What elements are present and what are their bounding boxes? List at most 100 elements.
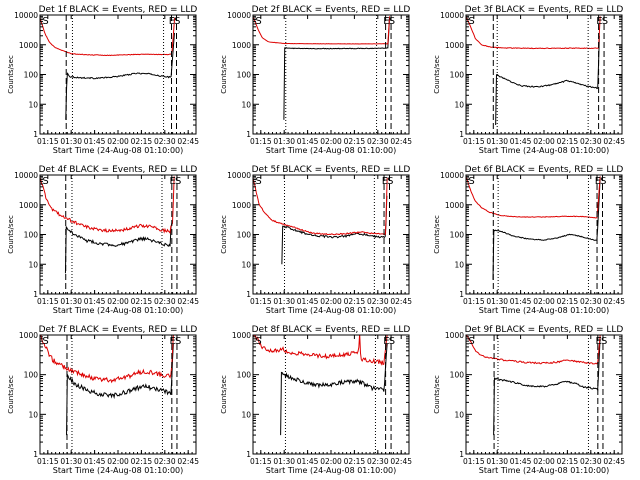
x-tick-label: 02:15 [344, 457, 366, 466]
y-tick-label: 1000 [19, 331, 38, 340]
y-axis-label: Counts/sec [433, 375, 441, 414]
x-tick-label: 01:30 [486, 297, 508, 306]
y-axis-label: Counts/sec [7, 215, 15, 254]
x-tick-label: 01:45 [297, 457, 319, 466]
y-tick-label: 1000 [19, 201, 38, 210]
series-line-events [280, 343, 388, 436]
x-axis-label: Start Time (24-Aug-08 01:10:00) [479, 466, 610, 475]
y-tick-label: 10 [454, 260, 464, 269]
x-tick-label: 02:45 [603, 297, 625, 306]
x-tick-label: 02:30 [367, 297, 389, 306]
x-tick-label: 01:45 [84, 297, 106, 306]
x-tick-label: 02:15 [344, 297, 366, 306]
event-marker-s: S [255, 176, 261, 187]
x-tick-label: 02:15 [344, 137, 366, 146]
y-tick-label: 10000 [227, 11, 251, 20]
event-marker-s: S [175, 176, 181, 187]
series-line-events [281, 195, 388, 265]
y-axis-label: Counts/sec [7, 375, 15, 414]
event-marker-s: S [389, 16, 395, 27]
y-tick-label: 1000 [445, 201, 464, 210]
x-axis-label: Start Time (24-Aug-08 01:10:00) [266, 306, 397, 315]
series-line-lld [253, 335, 388, 366]
panel-title: Det 4f BLACK = Events, RED = LLD [39, 165, 198, 175]
series-line-lld [466, 176, 601, 219]
event-marker-e: E [595, 336, 601, 347]
y-tick-label: 1 [459, 450, 464, 459]
y-tick-label: 100 [237, 231, 252, 240]
event-marker-s: S [468, 16, 474, 27]
x-tick-label: 02:45 [177, 137, 199, 146]
panel-title: Det 2f BLACK = Events, RED = LLD [252, 5, 411, 15]
panel-title: Det 1f BLACK = Events, RED = LLD [39, 5, 198, 15]
x-tick-label: 01:15 [37, 137, 59, 146]
event-marker-s: S [255, 336, 261, 347]
x-tick-label: 01:30 [273, 297, 295, 306]
x-tick-label: 01:15 [37, 457, 59, 466]
y-axis-label: Counts/sec [433, 215, 441, 254]
y-tick-label: 10000 [227, 171, 251, 180]
x-axis-label: Start Time (24-Aug-08 01:10:00) [53, 306, 184, 315]
y-tick-label: 100 [450, 231, 465, 240]
event-marker-s: S [601, 336, 607, 347]
x-tick-label: 02:30 [367, 137, 389, 146]
x-axis-label: Start Time (24-Aug-08 01:10:00) [479, 306, 610, 315]
series-line-lld [466, 16, 601, 50]
y-tick-label: 10 [28, 410, 38, 419]
x-tick-label: 02:00 [107, 457, 129, 466]
x-tick-label: 01:30 [60, 297, 82, 306]
y-tick-label: 100 [24, 71, 39, 80]
y-tick-label: 1 [33, 290, 38, 299]
y-tick-label: 1000 [232, 201, 251, 210]
y-tick-label: 1000 [232, 331, 251, 340]
y-axis-label: Counts/sec [220, 215, 228, 254]
panel-title: Det 8f BLACK = Events, RED = LLD [252, 325, 411, 335]
event-marker-e: E [169, 16, 175, 27]
x-tick-label: 01:15 [463, 137, 485, 146]
y-tick-label: 100 [450, 371, 465, 380]
x-tick-label: 02:30 [580, 137, 602, 146]
x-tick-label: 01:30 [273, 137, 295, 146]
event-marker-e: E [595, 176, 601, 187]
y-tick-label: 100 [24, 231, 39, 240]
x-tick-label: 02:45 [177, 297, 199, 306]
x-tick-label: 02:00 [320, 137, 342, 146]
y-tick-label: 10000 [14, 171, 38, 180]
x-tick-label: 01:15 [250, 297, 272, 306]
event-marker-e: E [169, 336, 175, 347]
x-tick-label: 01:15 [250, 457, 272, 466]
x-tick-label: 02:30 [154, 137, 176, 146]
x-tick-label: 02:30 [154, 457, 176, 466]
y-tick-label: 1000 [445, 331, 464, 340]
x-tick-label: 02:45 [603, 457, 625, 466]
x-axis-label: Start Time (24-Aug-08 01:10:00) [266, 146, 397, 155]
y-tick-label: 1000 [19, 41, 38, 50]
x-tick-label: 02:15 [131, 297, 153, 306]
x-axis-label: Start Time (24-Aug-08 01:10:00) [53, 466, 184, 475]
y-tick-label: 10 [28, 260, 38, 269]
series-line-lld [466, 335, 601, 365]
series-line-events [493, 336, 601, 436]
x-tick-label: 01:45 [84, 137, 106, 146]
event-marker-s: S [42, 16, 48, 27]
x-tick-label: 01:30 [273, 457, 295, 466]
x-tick-label: 01:30 [60, 457, 82, 466]
event-marker-s: S [174, 16, 180, 27]
x-tick-label: 01:30 [60, 137, 82, 146]
event-marker-e: E [382, 176, 388, 187]
x-tick-label: 02:45 [603, 137, 625, 146]
x-tick-label: 02:15 [557, 137, 579, 146]
event-marker-s: S [255, 16, 261, 27]
x-tick-label: 02:45 [390, 457, 412, 466]
y-tick-label: 100 [237, 371, 252, 380]
x-tick-label: 02:15 [557, 297, 579, 306]
event-marker-s: S [389, 336, 395, 347]
event-marker-s: S [600, 176, 606, 187]
event-marker-s: S [42, 176, 48, 187]
series-line-lld [40, 17, 176, 57]
